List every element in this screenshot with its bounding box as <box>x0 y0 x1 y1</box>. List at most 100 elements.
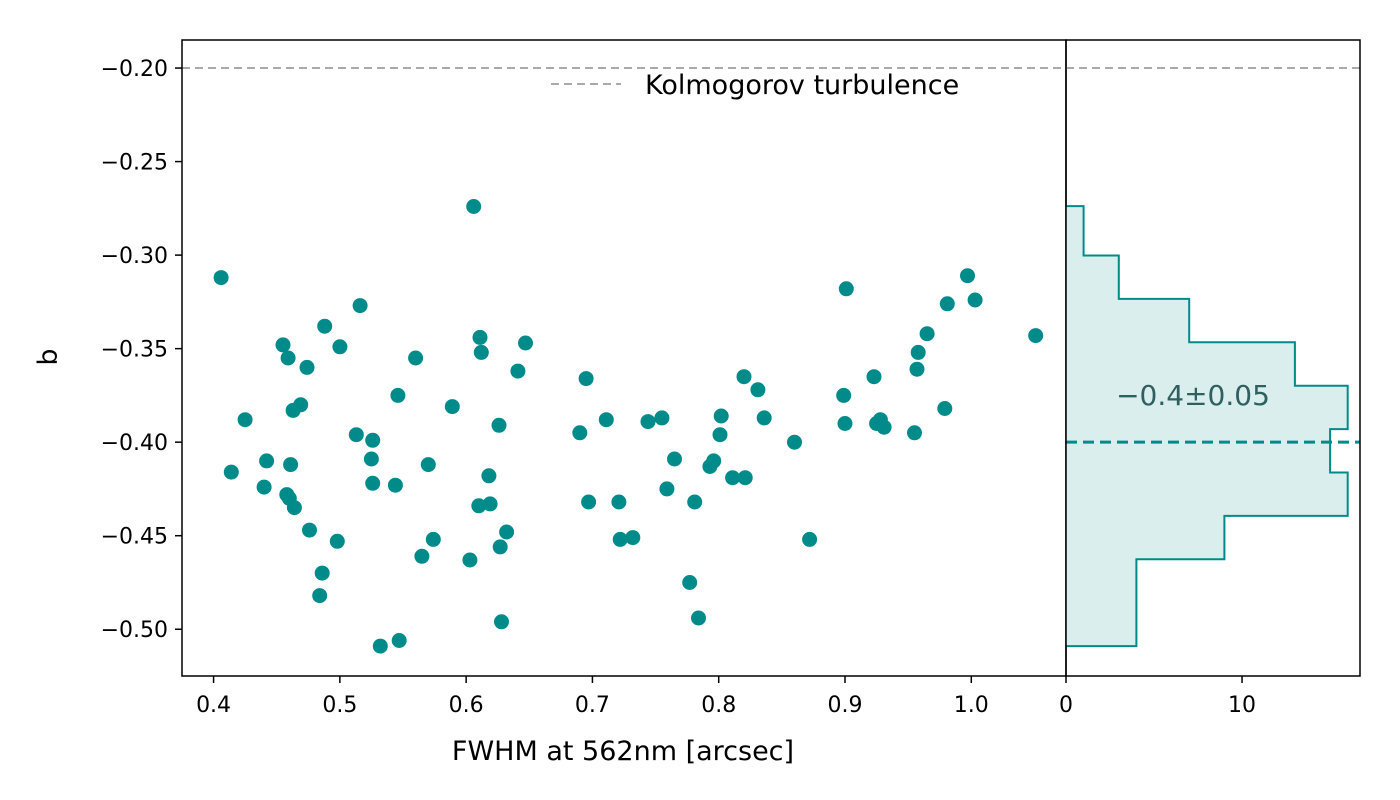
scatter-point <box>706 453 722 469</box>
scatter-point <box>414 548 430 564</box>
scatter-point <box>332 339 348 355</box>
scatter-point <box>472 329 488 345</box>
scatter-point <box>299 359 315 375</box>
scatter-point <box>213 270 229 286</box>
y-tick-label: −0.45 <box>101 525 168 550</box>
scatter-point <box>611 494 627 510</box>
scatter-point <box>640 414 656 430</box>
scatter-point <box>329 533 345 549</box>
scatter-panel: 0.4 0.5 0.6 0.7 0.8 0.9 1.0 −0.20−0.25−0.30−0.… <box>33 39 1067 767</box>
x-tick-label: 0.5 <box>322 693 357 718</box>
scatter-points <box>213 199 1044 654</box>
scatter-point <box>256 479 272 495</box>
scatter-x-axis-ticks: 0.4 0.5 0.6 0.7 0.8 0.9 1.0 <box>196 676 989 718</box>
histogram-x-tick-label: 10 <box>1228 693 1256 718</box>
scatter-point <box>736 369 752 385</box>
scatter-point <box>348 427 364 443</box>
scatter-point <box>713 408 729 424</box>
scatter-point <box>420 457 436 473</box>
x-tick-label: 0.4 <box>196 693 231 718</box>
scatter-point <box>907 425 922 441</box>
x-tick-label: 0.8 <box>701 693 736 718</box>
scatter-point <box>499 524 515 540</box>
scatter-point <box>492 539 508 555</box>
scatter-point <box>682 575 698 590</box>
scatter-point <box>293 397 309 413</box>
y-tick-label: −0.35 <box>101 338 168 363</box>
x-tick-label: 0.7 <box>575 693 610 718</box>
scatter-point <box>750 382 766 398</box>
scatter-point <box>391 633 407 648</box>
scatter-point <box>352 298 368 314</box>
scatter-point <box>725 470 741 486</box>
scatter-point <box>578 371 594 387</box>
y-tick-label: −0.30 <box>101 244 168 269</box>
scatter-point <box>787 434 802 450</box>
histogram-x-axis-ticks: 0 10 <box>1059 676 1256 718</box>
scatter-point <box>372 638 388 654</box>
legend: Kolmogorov turbulence <box>551 70 959 101</box>
scatter-point <box>659 481 675 497</box>
scatter-point <box>408 350 424 366</box>
scatter-point <box>491 417 507 433</box>
scatter-point <box>390 387 406 403</box>
mean-annotation: −0.4±0.05 <box>1116 379 1270 412</box>
scatter-point <box>302 522 317 538</box>
y-tick-label: −0.20 <box>101 57 168 82</box>
y-tick-label: −0.25 <box>101 151 168 176</box>
scatter-point <box>283 457 299 473</box>
scatter-point <box>909 361 925 377</box>
scatter-point <box>466 199 482 214</box>
scatter-point <box>444 399 460 415</box>
x-axis-label: FWHM at 562nm [arcsec] <box>452 736 794 767</box>
scatter-y-axis-ticks: −0.20 −0.25 −0.30 −0.35 −0.40 −0.45 −0.50 <box>101 57 182 643</box>
scatter-point <box>314 565 330 581</box>
scatter-point <box>518 335 533 351</box>
scatter-point <box>473 344 489 360</box>
scatter-point <box>654 410 670 426</box>
x-tick-label: 1.0 <box>954 693 989 718</box>
scatter-point <box>280 350 296 366</box>
x-tick-label: 0.6 <box>449 693 484 718</box>
scatter-point <box>387 477 403 493</box>
scatter-point <box>286 500 302 516</box>
scatter-point <box>317 318 333 334</box>
scatter-point <box>967 292 983 308</box>
histogram-outline <box>1066 205 1349 648</box>
scatter-point <box>481 468 497 484</box>
scatter-point <box>312 588 328 604</box>
scatter-point <box>866 369 882 385</box>
scatter-point <box>471 498 487 514</box>
scatter-point <box>363 451 379 467</box>
scatter-point <box>712 427 728 443</box>
y-tick-label: −0.40 <box>101 431 168 456</box>
scatter-point <box>482 496 498 512</box>
scatter-point <box>687 494 703 510</box>
scatter-point <box>365 475 381 491</box>
scatter-point <box>960 268 975 284</box>
scatter-point <box>837 416 853 431</box>
histogram-fill <box>1066 206 1348 647</box>
scatter-point <box>876 419 892 435</box>
scatter-point <box>691 610 706 626</box>
scatter-point <box>275 337 291 353</box>
x-tick-label: 0.9 <box>828 693 863 718</box>
scatter-point <box>737 470 753 486</box>
scatter-point <box>598 412 614 428</box>
scatter-point <box>612 531 628 547</box>
scatter-point <box>581 494 597 510</box>
scatter-point <box>910 344 926 360</box>
scatter-point <box>939 296 955 312</box>
scatter-point <box>510 363 526 379</box>
histogram-axes-frame <box>1065 39 1361 677</box>
scatter-point <box>667 451 682 467</box>
scatter-point <box>365 432 381 448</box>
y-tick-label: −0.50 <box>101 618 168 643</box>
histogram-x-tick-label: 0 <box>1059 693 1073 718</box>
scatter-point <box>1028 328 1044 344</box>
scatter-point <box>625 530 641 546</box>
scatter-point <box>223 464 239 480</box>
scatter-point <box>756 410 772 426</box>
scatter-point <box>259 453 275 469</box>
